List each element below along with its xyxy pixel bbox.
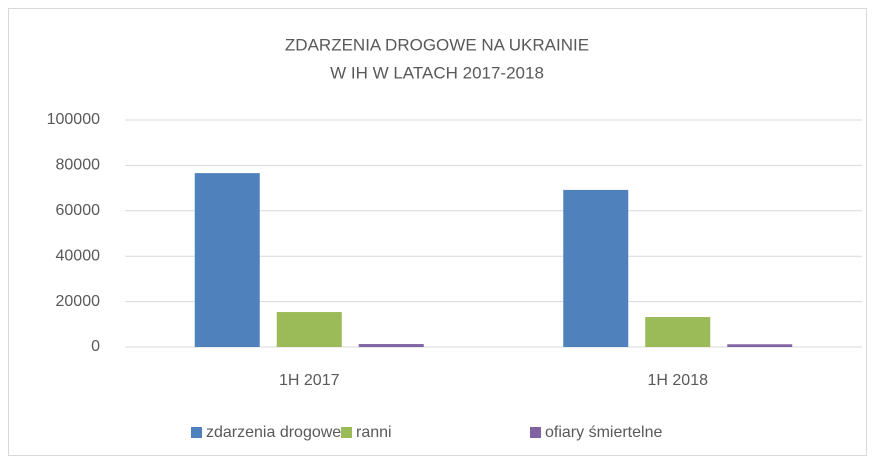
legend-swatch	[341, 427, 352, 438]
x-tick-label: 1H 2017	[279, 372, 340, 389]
legend-label: ranni	[356, 424, 392, 441]
bar	[563, 189, 629, 347]
bar	[358, 344, 424, 347]
legend-label: ofiary śmiertelne	[545, 424, 662, 441]
chart-title: ZDARZENIA DROGOWE NA UKRAINIE	[285, 35, 589, 54]
bar	[727, 344, 793, 347]
chart-title: W IH W LATACH 2017-2018	[330, 63, 544, 82]
bar	[645, 317, 711, 347]
legend-swatch	[191, 427, 202, 438]
y-tick-label: 20000	[56, 293, 101, 310]
y-tick-label: 40000	[56, 247, 101, 264]
y-tick-label: 60000	[56, 202, 101, 219]
y-tick-label: 100000	[47, 111, 100, 128]
y-tick-label: 0	[91, 338, 100, 355]
chart-frame	[8, 8, 867, 456]
bar	[276, 312, 342, 347]
y-tick-label: 80000	[56, 157, 101, 174]
legend-label: zdarzenia drogowe	[206, 424, 341, 441]
x-tick-label: 1H 2018	[648, 372, 709, 389]
legend-swatch	[530, 427, 541, 438]
bar	[194, 173, 260, 347]
